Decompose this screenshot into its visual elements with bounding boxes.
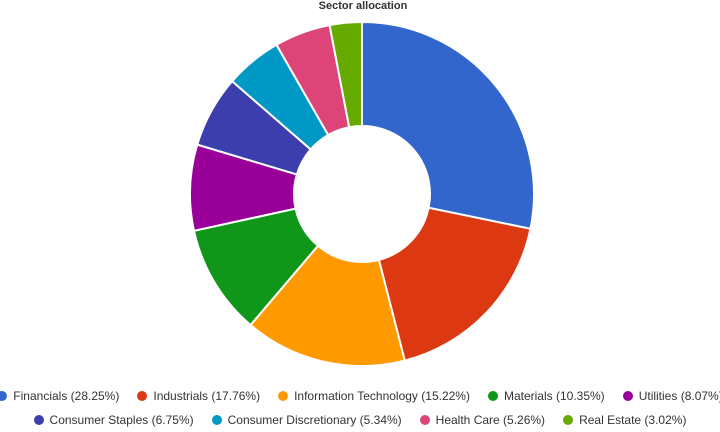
- legend-label: Consumer Discretionary (5.34%): [227, 413, 402, 427]
- legend-item-industrials[interactable]: Industrials (17.76%): [137, 389, 260, 403]
- legend-swatch: [137, 391, 148, 401]
- legend-item-consumer-discretionary[interactable]: Consumer Discretionary (5.34%): [211, 413, 402, 427]
- legend-label: Real Estate (3.02%): [579, 413, 687, 427]
- slice-information-technology[interactable]: [249, 244, 406, 367]
- slice-real-estate[interactable]: [328, 20, 363, 129]
- legend-swatch: [622, 391, 633, 401]
- legend-label: Materials (10.35%): [503, 389, 605, 403]
- legend-swatch: [211, 415, 222, 425]
- legend-label: Consumer Staples (6.75%): [49, 413, 194, 427]
- legend-label: Health Care (5.26%): [435, 413, 546, 427]
- legend-row: Financials (28.25%) Industrials (17.76%) I…: [0, 384, 720, 408]
- legend-swatch: [487, 391, 498, 401]
- legend-label: Financials (28.25%): [13, 389, 120, 403]
- legend-item-real-estate[interactable]: Real Estate (3.02%): [563, 413, 686, 427]
- legend-item-utilities[interactable]: Utilities (8.07%): [622, 389, 720, 403]
- legend-swatch: [563, 415, 574, 425]
- slice-financials[interactable]: [361, 20, 535, 231]
- legend-swatch: [33, 415, 44, 425]
- legend-item-consumer-staples[interactable]: Consumer Staples (6.75%): [33, 413, 194, 427]
- legend-item-information-technology[interactable]: Information Technology (15.22%): [278, 389, 470, 403]
- legend-item-materials[interactable]: Materials (10.35%): [487, 389, 605, 403]
- legend-item-health-care[interactable]: Health Care (5.26%): [419, 413, 546, 427]
- donut-chart: [189, 20, 535, 367]
- legend-swatch: [278, 391, 289, 401]
- legend-label: Industrials (17.76%): [153, 389, 261, 403]
- chart-title: Sector allocation: [318, 0, 408, 12]
- legend-label: Utilities (8.07%): [638, 389, 720, 403]
- legend-row: Consumer Staples (6.75%) Consumer Discret…: [0, 408, 720, 432]
- slice-industrials[interactable]: [377, 206, 532, 362]
- legend-label: Information Technology (15.22%): [294, 389, 470, 403]
- legend-swatch: [0, 391, 8, 401]
- legend-item-financials[interactable]: Financials (28.25%): [0, 389, 119, 403]
- legend: Financials (28.25%) Industrials (17.76%) I…: [0, 384, 720, 432]
- legend-swatch: [419, 415, 430, 425]
